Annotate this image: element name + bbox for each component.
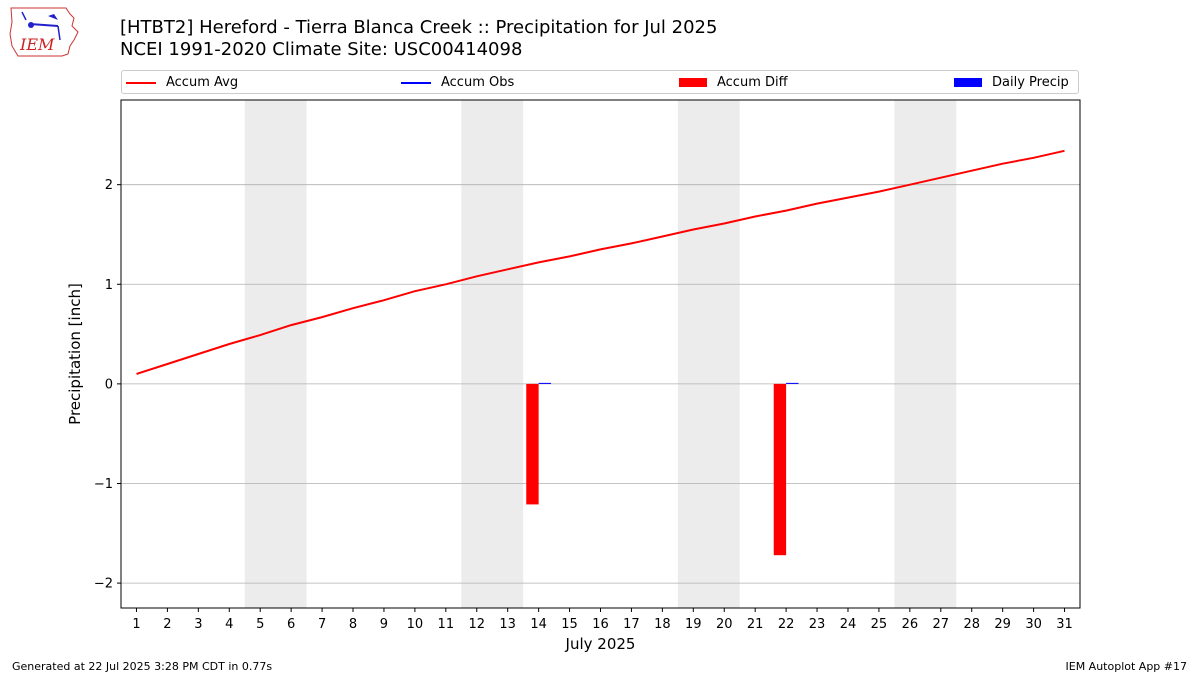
legend-item-accum-obs: Accum Obs (401, 74, 514, 92)
logo-text: IEM (19, 35, 55, 54)
x-tick-label: 11 (438, 617, 455, 632)
x-tick-label: 30 (1025, 617, 1042, 632)
x-tick-label: 7 (318, 617, 326, 632)
legend-swatch-accum-avg (126, 81, 156, 84)
x-tick-label: 18 (654, 617, 671, 632)
y-tick-label: 0 (105, 377, 113, 392)
x-tick-label: 22 (778, 617, 795, 632)
series-line-accum-avg (136, 149, 1065, 375)
legend-label-daily-precip: Daily Precip (992, 75, 1069, 90)
x-axis-label: July 2025 (565, 635, 636, 653)
x-tick-label: 17 (623, 617, 640, 632)
x-tick-label: 15 (561, 617, 578, 632)
x-tick-label: 27 (933, 617, 950, 632)
y-tick-label: 2 (105, 178, 113, 193)
x-tick-label: 12 (468, 617, 485, 632)
x-tick-label: 24 (840, 617, 857, 632)
chart-legend: Accum Avg Accum Obs Accum Diff Daily Pre… (121, 70, 1079, 94)
x-tick-label: 8 (349, 617, 357, 632)
y-tick-label: −1 (94, 477, 113, 492)
bar-accum-diff (526, 383, 539, 505)
x-tick-label: 23 (809, 617, 826, 632)
legend-swatch-accum-obs (401, 81, 431, 84)
x-tick-label: 26 (902, 617, 919, 632)
x-tick-label: 19 (685, 617, 702, 632)
legend-label-accum-obs: Accum Obs (441, 75, 515, 90)
x-tick-label: 16 (592, 617, 609, 632)
legend-label-accum-diff: Accum Diff (717, 75, 788, 90)
x-tick-label: 29 (994, 617, 1011, 632)
bar-daily-precip (786, 382, 799, 384)
x-tick-label: 28 (963, 617, 980, 632)
x-tick-label: 1 (132, 617, 140, 632)
generated-note: Generated at 22 Jul 2025 3:28 PM CDT in … (12, 660, 273, 673)
bar-accum-diff (773, 383, 787, 556)
app-note: IEM Autoplot App #17 (1065, 660, 1188, 673)
chart-title: [HTBT2] Hereford - Tierra Blanca Creek :… (120, 17, 718, 38)
x-tick-label: 25 (871, 617, 888, 632)
iem-logo: IEM (8, 6, 80, 58)
legend-swatch-daily-precip (954, 78, 982, 87)
x-tick-label: 9 (380, 617, 388, 632)
x-tick-label: 10 (407, 617, 424, 632)
legend-item-accum-diff: Accum Diff (679, 74, 788, 92)
x-tick-label: 31 (1056, 617, 1073, 632)
x-tick-label: 4 (225, 617, 233, 632)
bar-daily-precip (538, 382, 552, 384)
chart-subtitle: NCEI 1991-2020 Climate Site: USC00414098 (120, 39, 523, 60)
legend-swatch-accum-diff (679, 78, 707, 87)
legend-item-accum-avg: Accum Avg (126, 74, 238, 92)
x-tick-label: 20 (716, 617, 733, 632)
weekend-shade-2 (461, 100, 524, 608)
x-tick-label: 14 (530, 617, 547, 632)
y-tick-label: 1 (105, 278, 113, 293)
y-tick-label: −2 (94, 577, 113, 592)
y-axis-label: Precipitation [inch] (66, 283, 84, 425)
weekend-shade-3 (677, 100, 740, 608)
x-tick-label: 5 (256, 617, 264, 632)
x-tick-label: 2 (163, 617, 171, 632)
x-tick-label: 6 (287, 617, 295, 632)
legend-label-accum-avg: Accum Avg (166, 75, 239, 90)
legend-item-daily-precip: Daily Precip (954, 74, 1069, 92)
weekend-shade-1 (244, 100, 307, 608)
x-tick-label: 13 (499, 617, 516, 632)
x-tick-label: 3 (194, 617, 202, 632)
x-tick-label: 21 (747, 617, 764, 632)
